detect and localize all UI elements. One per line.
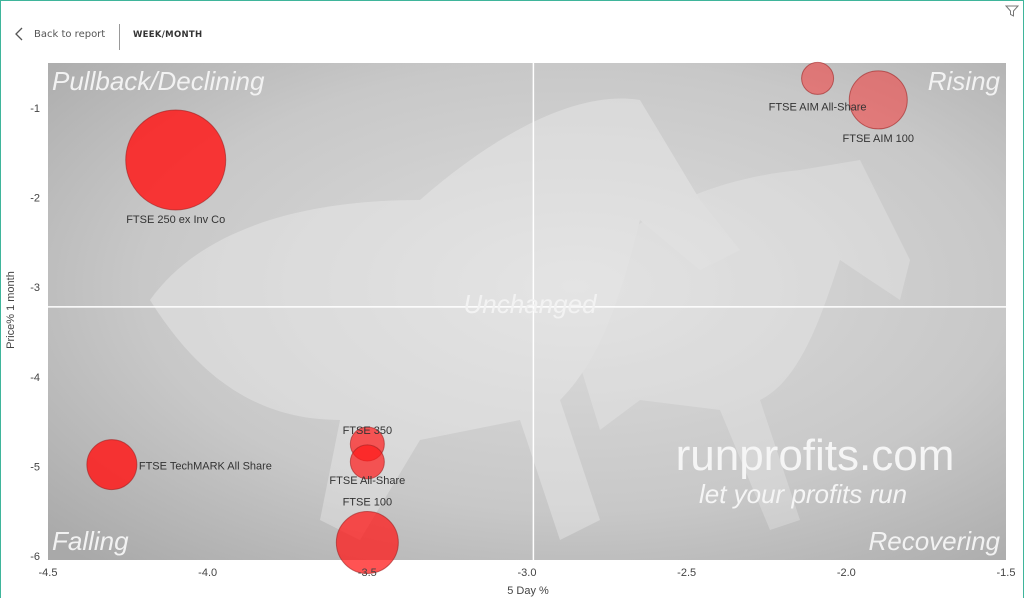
- x-axis-title: 5 Day %: [507, 585, 549, 597]
- y-tick-label: -5: [30, 461, 40, 473]
- bubble-label: FTSE 350: [343, 425, 393, 437]
- chevron-left-icon: [15, 27, 23, 41]
- x-tick-label: -3.5: [358, 567, 377, 579]
- page-title: WEEK/MONTH: [133, 30, 203, 40]
- quadrant-label-bottom-left: Falling: [52, 526, 129, 556]
- y-tick-label: -2: [30, 193, 40, 205]
- bubble-label: FTSE 250 ex Inv Co: [126, 214, 225, 226]
- quadrant-label-bottom-right: Recovering: [868, 526, 1000, 556]
- quadrant-label-center: Unchanged: [464, 289, 599, 319]
- bubble-point[interactable]: [335, 511, 399, 575]
- back-label: Back to report: [34, 28, 106, 40]
- y-axis-title: Price% 1 month: [5, 271, 17, 349]
- x-tick-label: -2.0: [837, 567, 856, 579]
- x-tick-label: -4.5: [39, 567, 58, 579]
- bubble-label: FTSE 100: [343, 497, 393, 509]
- bubble-label: FTSE AIM 100: [843, 133, 915, 145]
- y-tick-label: -4: [30, 372, 40, 384]
- quadrant-label-top-right: Rising: [928, 66, 1001, 96]
- bubble-point[interactable]: [848, 70, 908, 130]
- x-tick-label: -4.0: [198, 567, 217, 579]
- x-tick-label: -2.5: [677, 567, 696, 579]
- bubble-label: FTSE AIM All-Share: [769, 101, 867, 113]
- bubble-point[interactable]: [125, 109, 227, 211]
- bubble-point[interactable]: [801, 61, 835, 95]
- top-bar: Back to report WEEK/MONTH: [0, 0, 1024, 60]
- quadrant-label-top-left: Pullback/Declining: [52, 66, 265, 96]
- y-tick-label: -6: [30, 551, 40, 563]
- horse-background-image: [150, 98, 910, 540]
- x-tick-label: -3.0: [518, 567, 537, 579]
- bubble-label: FTSE All-Share: [329, 475, 405, 487]
- bubble-point[interactable]: [86, 439, 138, 491]
- bubble-point[interactable]: [349, 444, 385, 480]
- back-to-report-button[interactable]: Back to report: [14, 27, 105, 41]
- watermark-title: runprofits.com: [676, 431, 955, 480]
- filter-icon[interactable]: [1005, 5, 1019, 17]
- y-tick-label: -1: [30, 103, 40, 115]
- watermark-tagline: let your profits run: [699, 479, 907, 509]
- bubble-label: FTSE TechMARK All Share: [139, 461, 272, 473]
- y-tick-label: -3: [30, 282, 40, 294]
- x-tick-label: -1.5: [997, 567, 1016, 579]
- divider: [119, 24, 120, 50]
